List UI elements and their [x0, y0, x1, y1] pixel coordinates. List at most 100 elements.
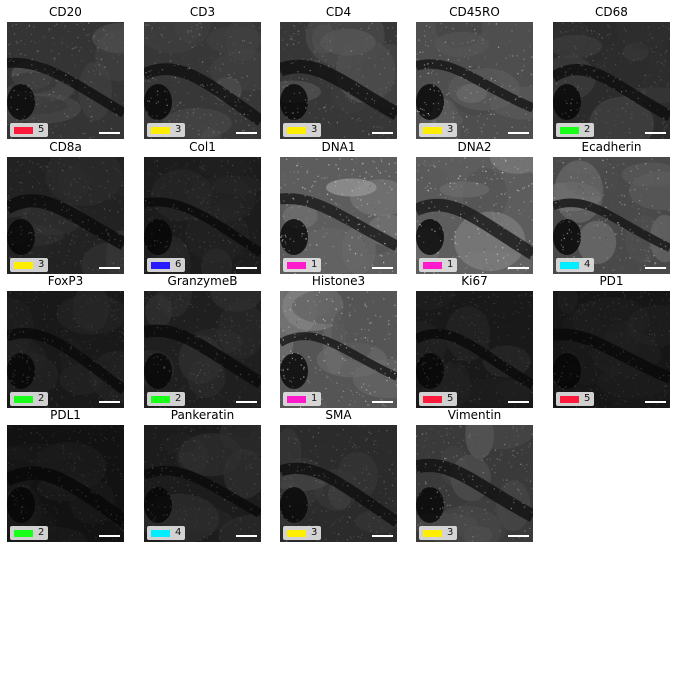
scale-bar	[645, 401, 666, 403]
marker-title: SMA	[325, 408, 352, 422]
tissue-image	[416, 425, 533, 542]
marker-title: GranzymeB	[167, 274, 238, 288]
scale-bar	[508, 535, 529, 537]
marker-image: 4	[144, 425, 261, 542]
cluster-color-swatch	[287, 126, 306, 134]
cluster-number: 5	[38, 124, 45, 135]
cluster-color-swatch	[423, 529, 442, 537]
cluster-number: 2	[38, 393, 45, 404]
scale-bar	[372, 535, 393, 537]
cluster-color-swatch	[560, 126, 579, 134]
marker-title: Vimentin	[447, 408, 502, 422]
cluster-legend: 2	[10, 392, 49, 406]
scale-bar	[372, 401, 393, 403]
scale-bar	[508, 267, 529, 269]
marker-image: 1	[416, 157, 533, 274]
cluster-number: 3	[447, 527, 454, 538]
tissue-image	[280, 425, 397, 542]
cluster-number: 3	[175, 124, 182, 135]
cluster-number: 2	[38, 527, 45, 538]
tissue-image	[144, 157, 261, 274]
cluster-color-swatch	[151, 261, 170, 269]
scale-bar	[99, 535, 120, 537]
cluster-legend: 3	[10, 258, 49, 272]
tissue-image	[416, 291, 533, 408]
scale-bar	[236, 401, 257, 403]
marker-title: Histone3	[311, 274, 366, 288]
marker-image: 1	[280, 157, 397, 274]
marker-image: 5	[7, 22, 124, 139]
cluster-color-swatch	[560, 261, 579, 269]
cluster-number: 5	[584, 393, 591, 404]
cluster-color-swatch	[14, 529, 33, 537]
cluster-number: 1	[311, 259, 318, 270]
scale-bar	[508, 132, 529, 134]
tissue-image	[144, 291, 261, 408]
cluster-legend: 5	[10, 123, 49, 137]
marker-title: CD68	[595, 5, 628, 19]
marker-image: 1	[280, 291, 397, 408]
tissue-image	[280, 157, 397, 274]
cluster-color-swatch	[14, 261, 33, 269]
cluster-legend: 5	[556, 392, 595, 406]
cluster-number: 3	[447, 124, 454, 135]
marker-title: Col1	[189, 140, 216, 154]
cluster-color-swatch	[151, 529, 170, 537]
tissue-image	[553, 157, 670, 274]
marker-image: 6	[144, 157, 261, 274]
tissue-image	[416, 157, 533, 274]
tissue-image	[144, 425, 261, 542]
marker-title: CD20	[49, 5, 82, 19]
tissue-image	[280, 291, 397, 408]
marker-image: 3	[280, 22, 397, 139]
marker-image: 3	[416, 425, 533, 542]
marker-image: 2	[144, 291, 261, 408]
cluster-legend: 6	[147, 258, 186, 272]
cluster-legend: 2	[10, 526, 49, 540]
scale-bar	[236, 132, 257, 134]
marker-image: 4	[553, 157, 670, 274]
cluster-legend: 5	[419, 392, 458, 406]
marker-title: CD3	[189, 5, 216, 19]
tissue-image	[7, 22, 124, 139]
marker-title: PD1	[599, 274, 624, 288]
marker-image: 3	[416, 22, 533, 139]
cluster-legend: 3	[419, 123, 458, 137]
tissue-image	[553, 22, 670, 139]
tissue-image	[280, 22, 397, 139]
cluster-legend: 1	[419, 258, 458, 272]
cluster-number: 3	[38, 259, 45, 270]
scale-bar	[236, 267, 257, 269]
scale-bar	[236, 535, 257, 537]
marker-image: 3	[144, 22, 261, 139]
scale-bar	[645, 267, 666, 269]
marker-image: 3	[280, 425, 397, 542]
scale-bar	[372, 132, 393, 134]
cluster-number: 4	[584, 259, 591, 270]
cluster-legend: 2	[556, 123, 595, 137]
tissue-image	[416, 22, 533, 139]
cluster-legend: 1	[283, 258, 322, 272]
cluster-legend: 4	[556, 258, 595, 272]
cluster-number: 3	[311, 527, 318, 538]
cluster-number: 5	[447, 393, 454, 404]
tissue-image	[7, 291, 124, 408]
marker-title: CD45RO	[449, 5, 500, 19]
cluster-legend: 3	[283, 526, 322, 540]
scale-bar	[508, 401, 529, 403]
cluster-legend: 3	[283, 123, 322, 137]
cluster-color-swatch	[423, 126, 442, 134]
cluster-color-swatch	[151, 395, 170, 403]
marker-title: DNA2	[457, 140, 492, 154]
cluster-color-swatch	[14, 126, 33, 134]
marker-image: 5	[553, 291, 670, 408]
cluster-legend: 4	[147, 526, 186, 540]
cluster-color-swatch	[287, 529, 306, 537]
tissue-image	[7, 157, 124, 274]
marker-title: CD8a	[49, 140, 82, 154]
marker-image: 2	[7, 291, 124, 408]
marker-title: Ki67	[461, 274, 488, 288]
marker-title: Pankeratin	[170, 408, 235, 422]
scale-bar	[99, 267, 120, 269]
